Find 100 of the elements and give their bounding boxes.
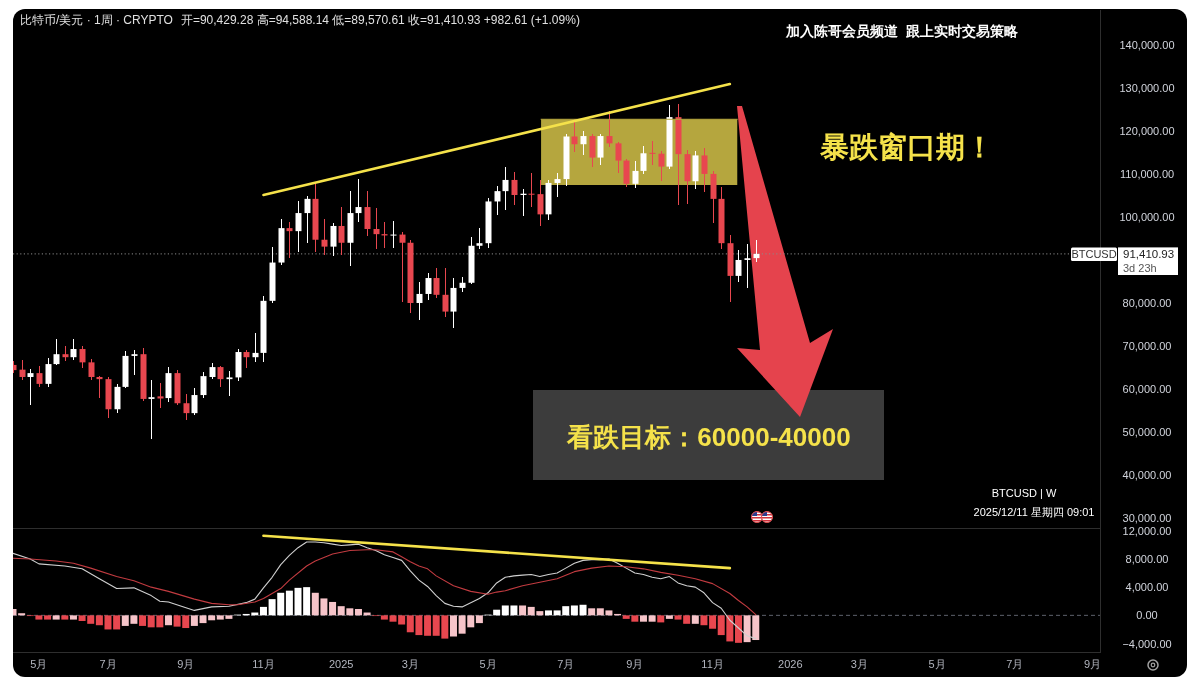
candlestick xyxy=(753,239,760,263)
bar xyxy=(570,605,578,616)
bar xyxy=(139,615,147,626)
candlestick xyxy=(502,166,509,211)
x-tick-label: 5月 xyxy=(479,658,497,670)
candlestick xyxy=(88,358,95,381)
candlestick xyxy=(131,349,138,376)
x-tick-label: 5月 xyxy=(928,658,946,670)
y-tick-label: 130,000.00 xyxy=(1119,81,1175,94)
candlestick xyxy=(96,375,103,399)
bar xyxy=(665,615,673,619)
candlestick xyxy=(226,370,233,397)
bar xyxy=(354,609,362,616)
candlestick xyxy=(416,281,423,321)
y-tick-label: 80,000.00 xyxy=(1122,296,1172,309)
candlestick xyxy=(615,141,622,174)
candlestick xyxy=(114,383,121,414)
candlestick xyxy=(442,267,449,318)
candlestick xyxy=(623,158,630,188)
x-tick-label: 3月 xyxy=(850,658,868,670)
chart-title: 比特币/美元 · 1周 · CRYPTO xyxy=(20,13,173,27)
candlestick xyxy=(200,371,207,399)
y-tick-label: 30,000.00 xyxy=(1122,512,1172,525)
x-tick-label: 2026 xyxy=(778,658,803,670)
bar xyxy=(709,615,717,629)
bar xyxy=(639,615,647,622)
candlestick xyxy=(191,387,198,416)
bar xyxy=(329,601,337,616)
x-tick-label: 11月 xyxy=(701,658,724,670)
candlestick xyxy=(399,231,406,303)
bar xyxy=(69,615,77,620)
candlestick xyxy=(649,140,656,166)
candlestick xyxy=(390,220,397,249)
annotation: 看跌目标：60000-40000 xyxy=(566,422,851,452)
candlestick xyxy=(286,221,293,259)
bar xyxy=(519,605,527,616)
bar xyxy=(648,615,656,622)
bar xyxy=(700,615,708,626)
candlestick xyxy=(45,357,52,388)
candlestick xyxy=(735,249,742,283)
candlestick xyxy=(425,272,432,301)
annotation: 暴跌窗口期！ xyxy=(819,131,994,163)
bar xyxy=(44,615,52,620)
text: 3d 23h xyxy=(1123,262,1157,274)
y-tick-label: 8,000.00 xyxy=(1125,552,1169,565)
candlestick xyxy=(494,185,501,216)
x-tick-label: 2025 xyxy=(328,658,354,670)
x-tick-label: 9月 xyxy=(1084,658,1102,670)
bar xyxy=(475,615,483,624)
candlestick xyxy=(589,133,596,168)
candlestick xyxy=(511,171,518,206)
candlestick xyxy=(554,172,561,198)
x-tick-label: 9月 xyxy=(626,658,644,670)
ref-line-label: BTCUSD xyxy=(1071,247,1117,260)
candlestick xyxy=(537,179,544,227)
y-tick-label: 120,000.00 xyxy=(1119,124,1175,137)
candlestick xyxy=(217,365,224,388)
candlestick xyxy=(79,345,86,369)
bar xyxy=(52,615,60,620)
bar xyxy=(380,615,388,620)
candlestick xyxy=(658,150,665,182)
y-tick-label: 50,000.00 xyxy=(1122,426,1172,439)
bar xyxy=(657,615,665,623)
bar xyxy=(691,615,699,624)
x-tick-label: 7月 xyxy=(99,658,117,670)
candlestick xyxy=(19,359,26,381)
candlestick xyxy=(364,190,371,237)
annotation: BTCUSD | W xyxy=(991,487,1057,499)
annotation: 加入陈哥会员频道 跟上实时交易策略 xyxy=(785,23,1019,39)
x-tick-label: 5月 xyxy=(30,658,48,670)
candlestick xyxy=(701,147,708,193)
candlestick xyxy=(338,206,345,256)
candlestick xyxy=(597,133,604,166)
candlestick xyxy=(580,130,587,156)
candlestick xyxy=(433,267,440,299)
bar xyxy=(588,608,596,616)
candlestick xyxy=(373,207,380,250)
candlestick xyxy=(53,338,60,366)
line-series xyxy=(13,541,757,640)
candlestick xyxy=(295,200,302,253)
bar xyxy=(544,610,552,616)
bar xyxy=(61,615,69,620)
bar xyxy=(424,615,432,636)
candlestick xyxy=(157,382,164,409)
y-tick-label: −4,000.00 xyxy=(1122,637,1172,650)
candlestick xyxy=(252,332,259,363)
candlestick xyxy=(183,393,190,421)
y-tick-label: 140,000.00 xyxy=(1119,38,1175,51)
candlestick xyxy=(744,243,751,289)
bar xyxy=(259,606,267,616)
x-tick-label: 7月 xyxy=(1006,658,1024,670)
candlestick xyxy=(27,368,34,406)
bar xyxy=(164,615,172,626)
y-tick-label: 110,000.00 xyxy=(1119,167,1175,180)
candlestick xyxy=(36,365,43,388)
candlestick xyxy=(528,172,535,208)
chart-subtitle: 开=90,429.28 高=94,588.14 低=89,570.61 收=91,410.93 +982.61 (+1.09%) xyxy=(180,13,580,27)
y-tick-label: 100,000.00 xyxy=(1119,210,1175,223)
bar xyxy=(734,615,742,643)
x-tick-label: 3月 xyxy=(401,658,419,670)
